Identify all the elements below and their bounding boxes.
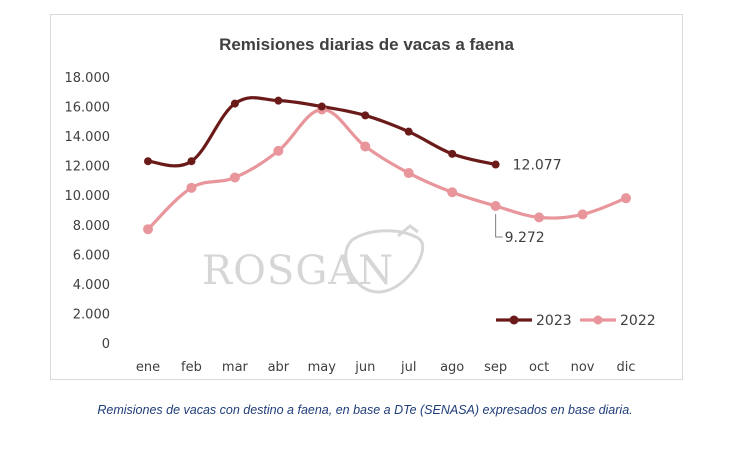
data-point-2023	[144, 157, 152, 166]
x-tick-label: ago	[440, 360, 464, 375]
legend-label-2023: 2023	[536, 313, 572, 329]
y-tick-label: 8.000	[73, 219, 110, 234]
legend-marker-2022	[593, 315, 603, 325]
data-point-2022	[447, 187, 458, 198]
x-tick-label: may	[308, 360, 337, 375]
data-point-2023	[404, 127, 413, 136]
x-tick-label: ene	[136, 360, 160, 375]
watermark-text: ROSGAN	[202, 248, 394, 294]
data-label-2022: 9.272	[505, 230, 545, 246]
x-tick-label: abr	[268, 360, 290, 375]
data-point-2022	[534, 212, 545, 223]
data-point-2022	[143, 224, 153, 235]
watermark-logo: ROSGAN	[202, 224, 425, 294]
data-point-2023	[274, 96, 283, 105]
data-point-2022	[360, 141, 371, 152]
x-tick-label: feb	[181, 360, 202, 375]
data-point-2023	[187, 157, 196, 166]
y-tick-label: 18.000	[65, 71, 111, 86]
x-tick-label: dic	[616, 360, 635, 375]
data-point-2023	[230, 99, 239, 108]
chart-frame	[50, 14, 683, 380]
y-tick-label: 12.000	[65, 160, 111, 175]
chart-title: Remisiones diarias de vacas a faena	[219, 35, 514, 54]
x-tick-label: nov	[571, 360, 595, 375]
legend-label-2022: 2022	[620, 313, 656, 329]
x-tick-label: oct	[529, 360, 549, 375]
leader-line-2022	[495, 213, 503, 238]
y-tick-label: 0	[102, 337, 110, 352]
data-point-2022	[229, 172, 240, 183]
y-tick-label: 6.000	[73, 248, 110, 263]
data-point-2023	[448, 149, 457, 158]
y-tick-label: 4.000	[73, 278, 110, 293]
data-point-2023	[317, 102, 326, 111]
data-point-2022	[273, 145, 284, 156]
data-point-2022	[577, 209, 588, 220]
y-tick-label: 2.000	[73, 307, 110, 322]
data-point-2022	[186, 182, 197, 193]
y-tick-label: 14.000	[65, 130, 111, 145]
data-label-2023: 12.077	[513, 158, 562, 174]
legend-marker-2023	[509, 315, 519, 325]
data-point-2023	[361, 111, 370, 120]
y-tick-label: 10.000	[65, 189, 111, 204]
x-tick-label: jul	[400, 360, 416, 375]
x-tick-label: sep	[484, 360, 507, 375]
y-tick-label: 16.000	[65, 101, 111, 116]
data-point-2022	[490, 200, 501, 211]
x-tick-label: mar	[222, 360, 249, 375]
data-point-2023	[491, 160, 500, 169]
figure-caption: Remisiones de vacas con destino a faena,…	[97, 403, 633, 417]
data-point-2022	[621, 193, 631, 204]
bull-icon	[344, 224, 425, 294]
data-point-2022	[403, 168, 414, 179]
x-tick-label: jun	[354, 360, 375, 375]
